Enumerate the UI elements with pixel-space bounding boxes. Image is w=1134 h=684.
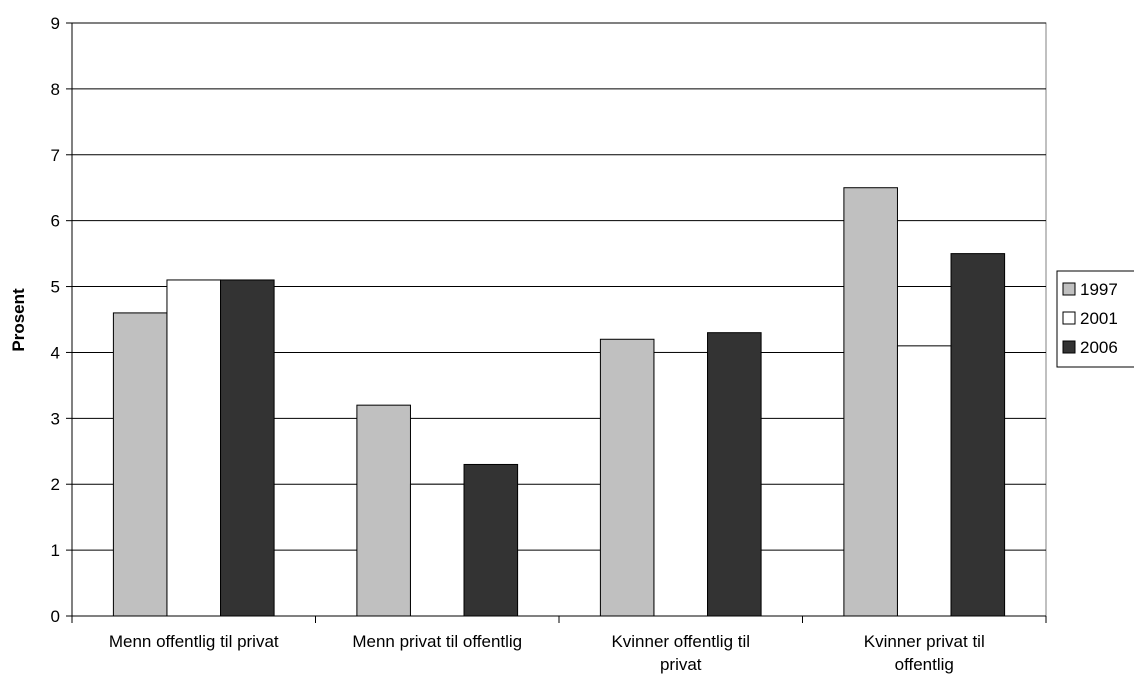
legend-label: 2001	[1080, 309, 1118, 328]
y-axis-label: Prosent	[9, 288, 28, 352]
legend-label: 1997	[1080, 280, 1118, 299]
bar-2001	[653, 351, 709, 617]
legend-label: 2006	[1080, 338, 1118, 357]
bar-1997	[843, 187, 898, 617]
y-tick-label: 0	[51, 607, 60, 626]
bar-2001	[896, 345, 952, 617]
y-tick-label: 3	[51, 409, 60, 428]
axes	[66, 22, 1047, 623]
bars	[112, 187, 1006, 617]
legend: 1997 2001 2006	[1056, 270, 1134, 368]
x-category-label: Kvinner privat til	[864, 632, 985, 651]
legend-swatch-1997	[1062, 282, 1076, 296]
y-tick-label: 1	[51, 541, 60, 560]
bar-2006	[463, 463, 519, 617]
bar-1997	[356, 404, 411, 617]
bar-2006	[707, 332, 762, 617]
legend-swatch-2006	[1062, 340, 1076, 354]
y-tick-label: 6	[51, 212, 60, 231]
legend-swatch-2001	[1062, 311, 1076, 325]
y-tick-labels: 0 1 2 3 4 5 6 7 8 9	[51, 14, 60, 626]
bar-1997	[599, 338, 655, 617]
x-category-label: offentlig	[895, 655, 954, 674]
x-category-label: Menn privat til offentlig	[352, 632, 522, 651]
y-tick-label: 7	[51, 146, 60, 165]
bar-2006	[950, 253, 1006, 617]
bar-2001	[166, 279, 222, 617]
bar-2006	[220, 279, 275, 617]
y-tick-label: 5	[51, 278, 60, 297]
x-category-label: Kvinner offentlig til	[611, 632, 750, 651]
y-tick-label: 4	[51, 343, 60, 362]
bar-1997	[112, 312, 168, 617]
y-tick-label: 9	[51, 14, 60, 33]
bar-2001	[409, 483, 465, 617]
y-tick-label: 8	[51, 80, 60, 99]
y-tick-label: 2	[51, 475, 60, 494]
x-category-labels: Menn offentlig til privat Menn privat til…	[109, 632, 985, 674]
x-category-label: privat	[660, 655, 702, 674]
x-category-label: Menn offentlig til privat	[109, 632, 279, 651]
